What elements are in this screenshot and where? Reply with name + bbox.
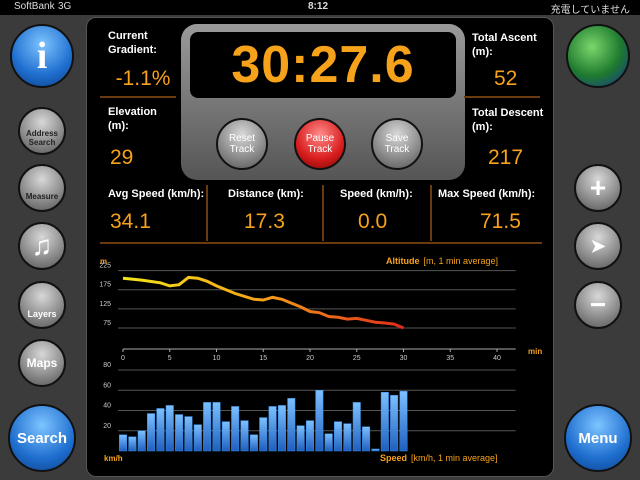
stat-value: 29: [110, 146, 134, 169]
speed-bar: [259, 417, 268, 452]
y-tick-label: 75: [103, 320, 111, 327]
y-unit: km/h: [104, 454, 123, 463]
layers-button[interactable]: Layers: [18, 281, 66, 329]
speed-bar: [371, 448, 380, 452]
speed-bar: [399, 391, 408, 452]
locate-button[interactable]: ➤: [574, 222, 622, 270]
music-button[interactable]: ♫: [18, 222, 66, 270]
speed-bar: [287, 398, 296, 452]
y-tick-label: 60: [103, 382, 111, 389]
speed-bar: [128, 436, 137, 452]
zoom-in-button[interactable]: +: [574, 164, 622, 212]
speed-bar: [390, 395, 399, 452]
y-tick-label: 175: [99, 282, 111, 289]
maps-button[interactable]: Maps: [18, 339, 66, 387]
speed-bar: [352, 402, 361, 452]
y-tick-label: 40: [103, 403, 111, 410]
stat-value: 0.0: [358, 210, 388, 233]
speed-bar: [315, 390, 324, 452]
speed-bar: [249, 434, 258, 452]
speed-bar: [380, 392, 389, 452]
chart-subtitle: [km/h, 1 min average]: [411, 453, 498, 463]
reset-button[interactable]: Reset Track: [216, 118, 268, 170]
info-button[interactable]: i: [10, 24, 74, 88]
stat-value: 217: [488, 146, 524, 169]
speed-bar: [268, 406, 277, 452]
x-tick-label: 20: [306, 355, 314, 362]
chart-title: Speed: [380, 453, 407, 463]
stat-label: Max Speed (km/h):: [438, 188, 536, 200]
stat-value: 52: [494, 67, 518, 90]
address-search-button[interactable]: Address Search: [18, 107, 66, 155]
speed-bar: [231, 406, 240, 452]
battery-status: 充電していません: [550, 5, 630, 16]
stat-label: Total Ascent (m):: [472, 32, 537, 58]
stat-value: 17.3: [244, 210, 285, 233]
speed-bar: [184, 416, 193, 452]
speed-bar: [193, 424, 202, 452]
stat-label: Current Gradient:: [108, 30, 157, 56]
x-tick-label: 40: [493, 355, 501, 362]
measure-button[interactable]: Measure: [18, 164, 66, 212]
speed-bar: [306, 420, 314, 452]
chart-title: Altitude: [386, 256, 420, 266]
stat-value: 71.5: [480, 210, 521, 233]
speed-bar: [119, 434, 127, 452]
stat-label: Speed (km/h):: [340, 188, 413, 200]
search-button[interactable]: Search: [8, 404, 76, 472]
altitude-line: [122, 275, 405, 330]
save-button[interactable]: Save Track: [371, 118, 423, 170]
x-tick-label: 15: [259, 355, 267, 362]
x-unit: min: [528, 347, 542, 356]
stat-value: 34.1: [110, 210, 151, 233]
speed-bar: [296, 425, 305, 452]
clock: 8:12: [308, 1, 329, 12]
carrier: SoftBank: [14, 1, 55, 12]
x-tick-label: 25: [353, 355, 361, 362]
y-tick-label: 125: [99, 301, 111, 308]
menu-button[interactable]: Menu: [564, 404, 632, 472]
x-tick-label: 10: [213, 355, 221, 362]
stat-label: Elevation (m):: [108, 106, 157, 132]
pause-button[interactable]: Pause Track: [294, 118, 346, 170]
speed-bar: [362, 426, 371, 452]
stat-label: Distance (km):: [228, 188, 304, 200]
x-tick-label: 35: [446, 355, 454, 362]
x-tick-label: 5: [168, 355, 172, 362]
x-tick-label: 0: [121, 355, 125, 362]
globe-button[interactable]: [566, 24, 630, 88]
x-tick-label: 30: [400, 355, 408, 362]
speed-bar: [277, 405, 286, 452]
y-tick-label: 225: [99, 263, 111, 270]
zoom-out-button[interactable]: −: [574, 281, 622, 329]
speed-bar: [165, 405, 174, 452]
y-tick-label: 80: [103, 362, 111, 369]
speed-bar: [203, 402, 212, 452]
speed-bar: [240, 420, 249, 452]
timer-display: 30:27.6: [190, 32, 456, 98]
speed-bar: [334, 421, 343, 452]
speed-bar: [147, 413, 156, 452]
y-unit: m: [100, 257, 107, 266]
chart-subtitle: [m, 1 min average]: [424, 256, 499, 266]
speed-bar: [156, 408, 165, 452]
status-bar: SoftBank 3G 8:12 充電していません: [0, 0, 640, 16]
speed-bar: [343, 423, 352, 452]
speed-bar: [212, 402, 221, 452]
network: 3G: [58, 1, 72, 12]
speed-bar: [324, 433, 333, 452]
speed-bar: [137, 430, 146, 452]
y-tick-label: 20: [103, 423, 111, 430]
stat-label: Total Descent (m):: [472, 107, 544, 133]
speed-bar: [221, 421, 230, 452]
speed-bar: [175, 414, 184, 452]
stat-label: Avg Speed (km/h):: [108, 188, 205, 200]
stat-value: -1.1%: [115, 67, 171, 90]
